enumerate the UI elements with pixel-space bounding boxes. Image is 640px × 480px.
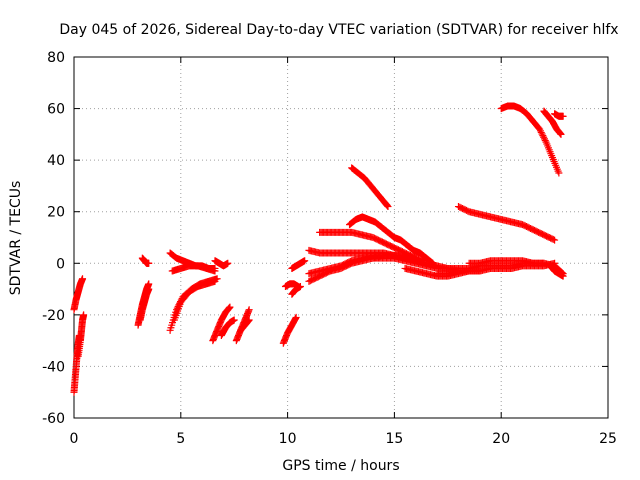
series-arc-10 [170,277,219,324]
data-point [226,303,234,311]
y-tick-label: 80 [47,50,65,66]
series-arc-19 [288,257,309,272]
series-arc-12 [209,303,234,345]
series-arc-24 [346,213,437,267]
data-point [384,203,392,211]
x-axis-label: GPS time / hours [282,458,399,474]
data-point [539,132,547,140]
y-tick-label: -40 [42,359,65,375]
series-arc-31 [454,203,559,244]
x-tick-label: 5 [176,431,185,447]
data-point [211,267,219,275]
series-arc-11 [211,257,232,270]
y-tick-label: 0 [56,256,65,272]
x-tick-label: 10 [279,431,297,447]
series-arc-15 [237,316,253,334]
axis-ticks: 0 5 10 15 20 25 -60 -40 -20 0 20 40 60 80 [42,50,617,447]
y-axis-label: SDTVAR / TECUs [8,181,24,296]
x-tick-label: 15 [385,431,403,447]
data-point [296,282,304,290]
data-point [145,285,153,293]
data-point [540,135,548,143]
x-tick-label: 0 [70,431,79,447]
data-point [538,130,546,138]
y-tick-label: 60 [47,102,65,118]
grid-layer [74,57,608,418]
data-point [245,316,253,324]
data-point [551,236,559,244]
y-tick-label: 20 [47,205,65,221]
data-point [557,130,565,138]
data-point [536,127,544,135]
data-point [79,275,87,283]
series-arc-03 [74,311,88,360]
data-point [540,133,548,141]
y-tick-label: -60 [42,411,65,427]
series-arc-23 [316,228,420,262]
series-arc-01 [70,275,87,314]
data-point [559,112,567,120]
data-point [80,311,88,319]
series-arc-13 [217,316,238,339]
series-arc-16 [279,313,300,347]
series-arc-05 [136,285,153,324]
data-point [537,128,545,136]
data-point [292,313,300,321]
data-point [541,136,549,144]
data-point [245,306,253,314]
plot-frame [73,56,609,419]
data-point [549,235,557,243]
series-arc-34 [540,107,565,138]
series-arc-25 [348,164,392,211]
y-tick-label: -20 [42,308,65,324]
data-point [211,277,219,285]
data-point [224,259,232,267]
data-point [555,169,563,177]
chart-title: Day 045 of 2026, Sidereal Day-to-day VTE… [59,22,618,38]
y-tick-label: 40 [47,153,65,169]
x-tick-label: 25 [599,431,617,447]
series-arc-18 [288,282,304,298]
data-point [559,272,567,280]
series-arc-32 [546,262,567,280]
data-point [230,316,238,324]
data-points [70,102,567,396]
x-tick-label: 20 [492,431,510,447]
series-arc-33 [497,102,563,177]
series-arc-06 [138,254,153,267]
series-arc-08 [168,262,219,275]
series-arc-35 [551,110,567,120]
data-point [536,125,544,133]
data-point [301,257,309,265]
data-point [145,259,153,267]
